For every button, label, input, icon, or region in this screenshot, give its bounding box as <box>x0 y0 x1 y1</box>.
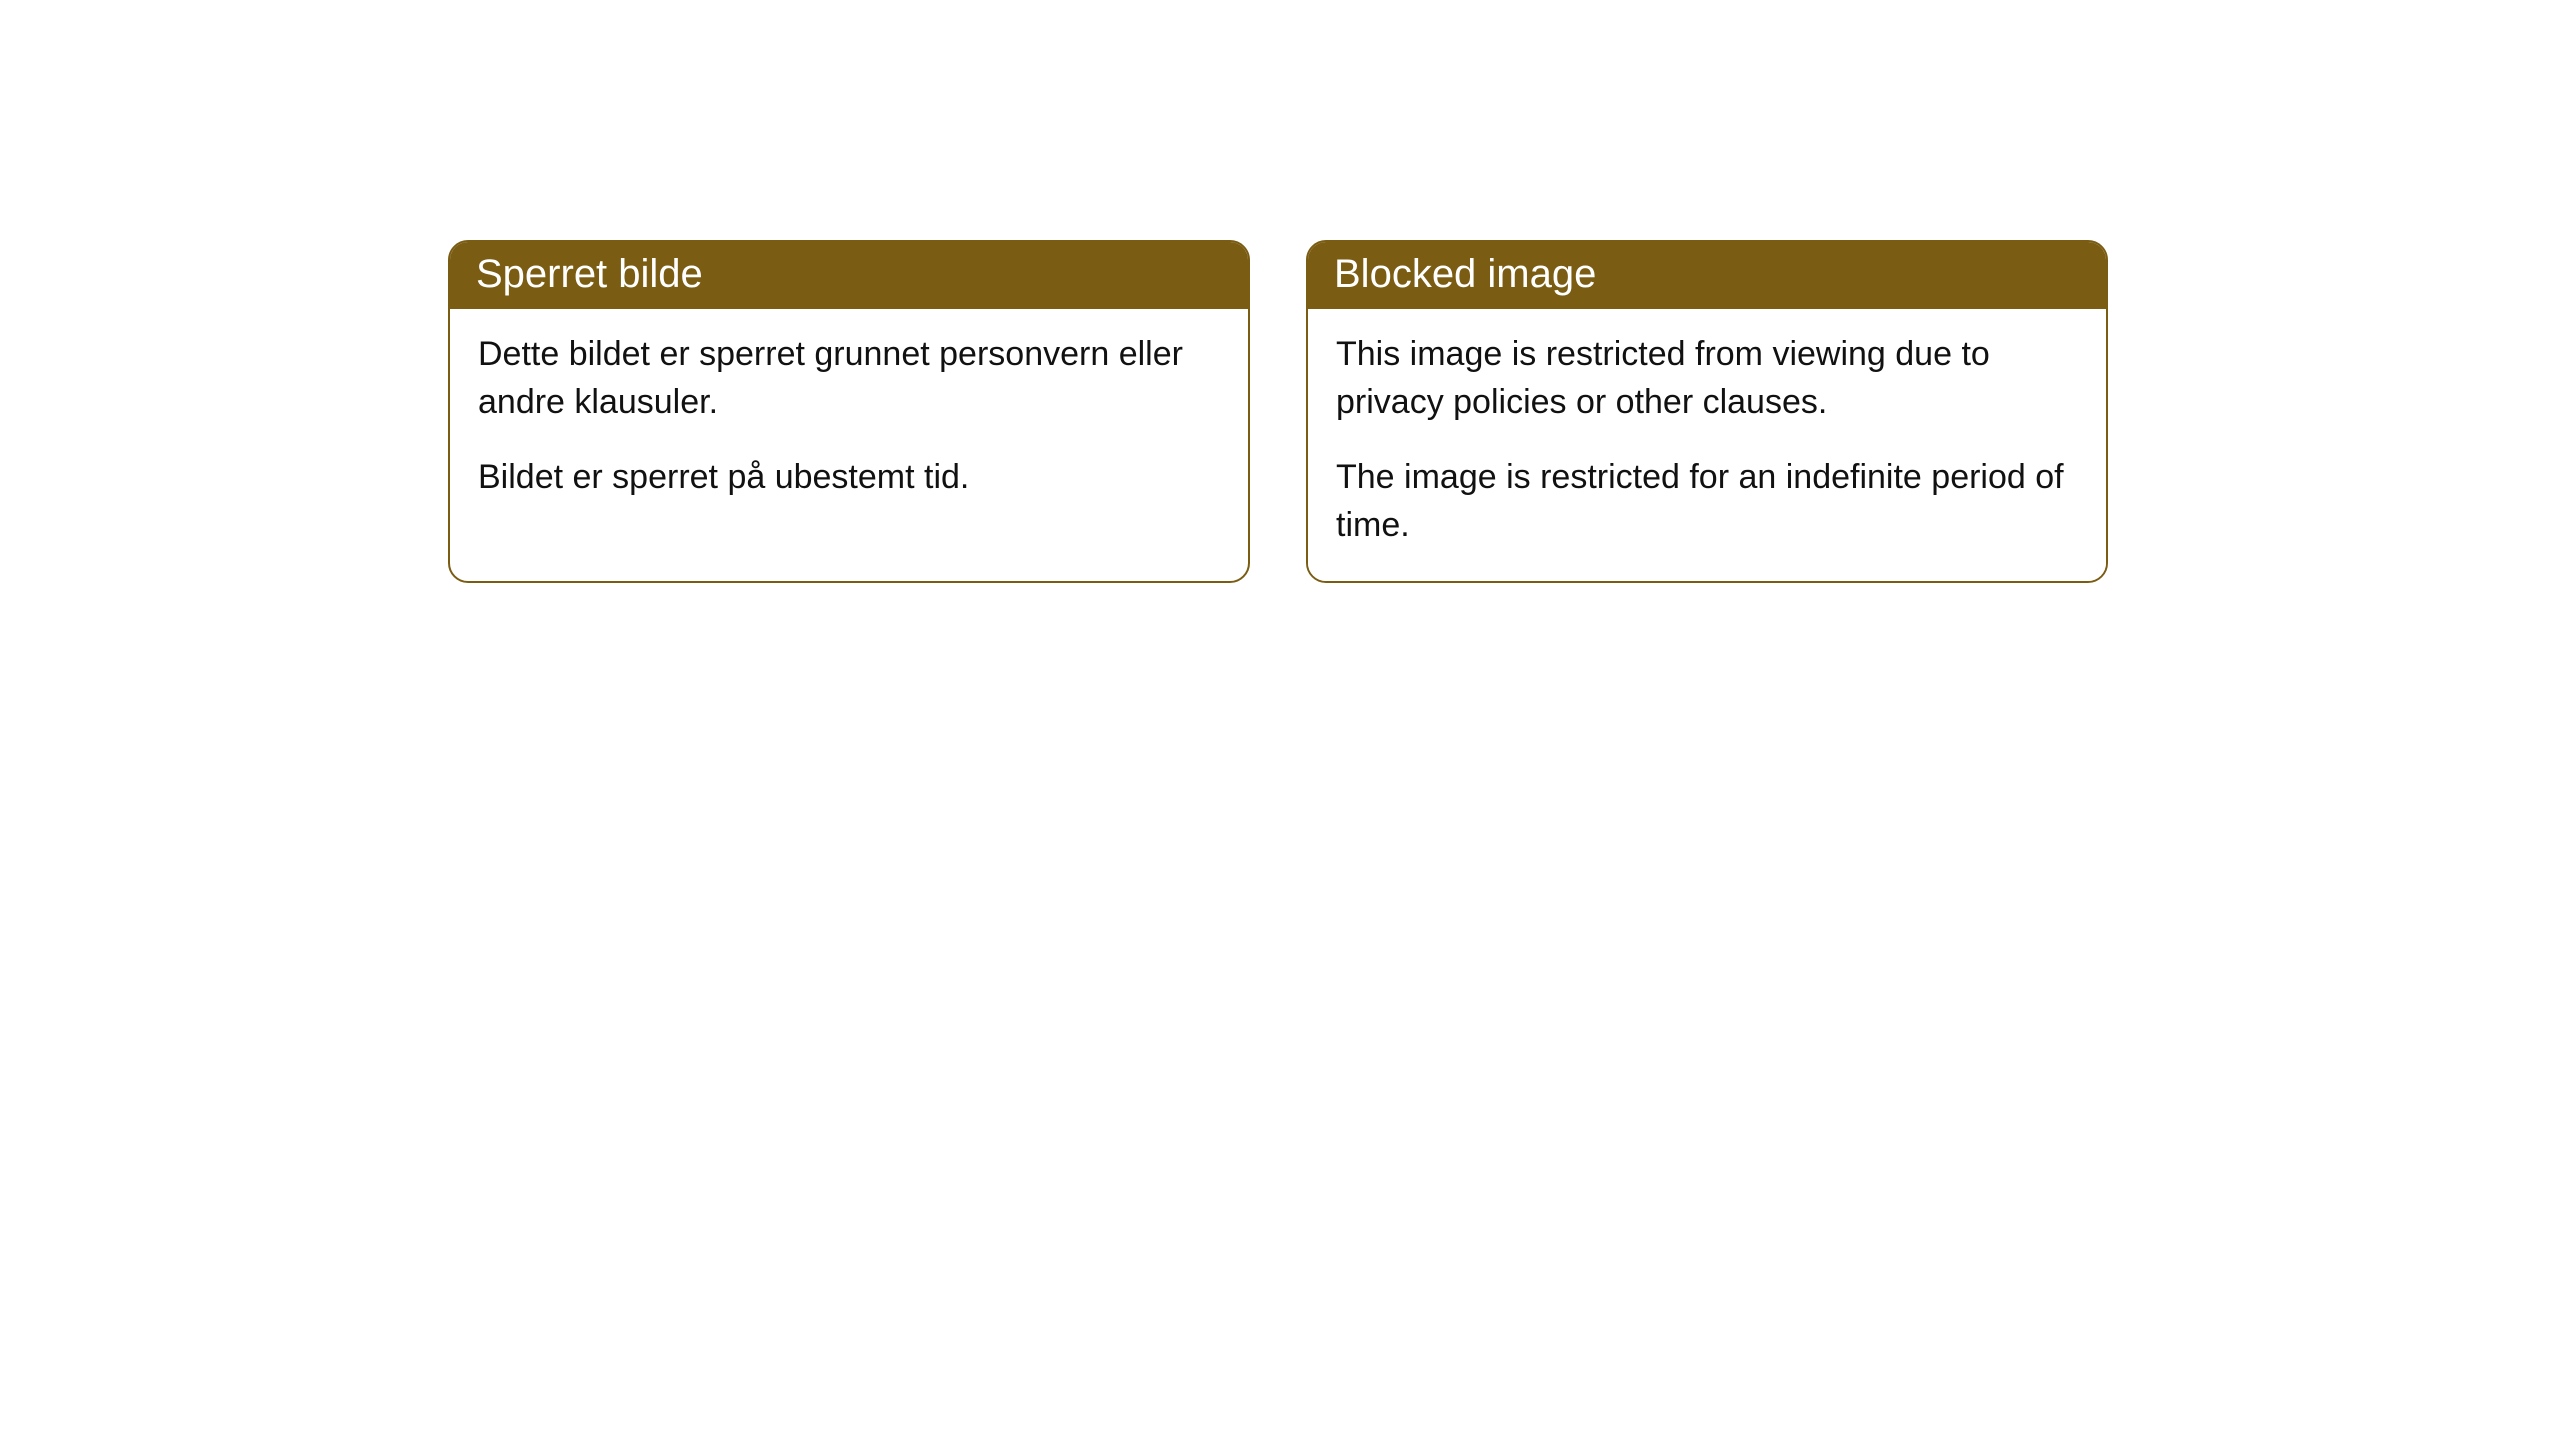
card-paragraph: The image is restricted for an indefinit… <box>1336 454 2078 549</box>
card-title: Blocked image <box>1308 242 2106 309</box>
card-paragraph: This image is restricted from viewing du… <box>1336 331 2078 426</box>
card-body: Dette bildet er sperret grunnet personve… <box>450 309 1248 534</box>
card-paragraph: Bildet er sperret på ubestemt tid. <box>478 454 1220 502</box>
card-body: This image is restricted from viewing du… <box>1308 309 2106 581</box>
card-title: Sperret bilde <box>450 242 1248 309</box>
blocked-image-card-english: Blocked image This image is restricted f… <box>1306 240 2108 583</box>
card-paragraph: Dette bildet er sperret grunnet personve… <box>478 331 1220 426</box>
blocked-image-card-norwegian: Sperret bilde Dette bildet er sperret gr… <box>448 240 1250 583</box>
cards-container: Sperret bilde Dette bildet er sperret gr… <box>0 0 2560 583</box>
